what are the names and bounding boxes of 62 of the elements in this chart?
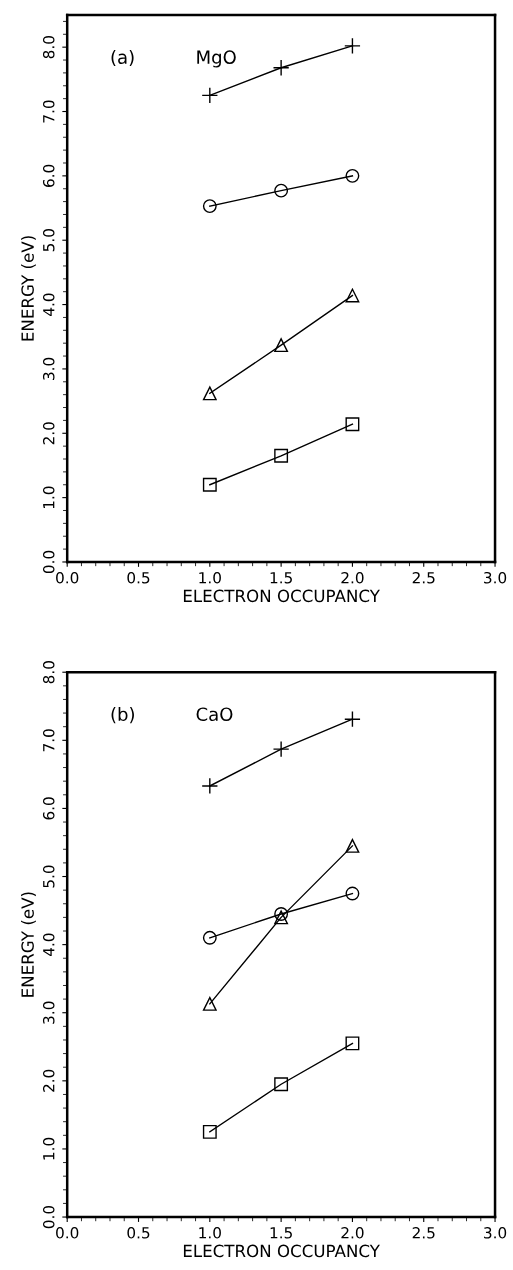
point [202, 1124, 217, 1139]
point [344, 37, 361, 55]
x-axis-title: ELECTRON OCCUPANCY [183, 1244, 380, 1258]
point [202, 199, 217, 214]
point [345, 838, 360, 853]
point [201, 87, 219, 104]
y-tick-label: 6.0 [42, 797, 55, 820]
annotation: (a) [111, 50, 134, 67]
y-tick-label: 3.0 [42, 357, 55, 380]
point [202, 477, 217, 492]
point [202, 386, 217, 401]
point [345, 168, 360, 183]
point [274, 907, 289, 921]
y-tick-label: 8.0 [42, 661, 55, 684]
annotation: CaO [196, 707, 233, 722]
y-tick-label: 2.0 [42, 422, 55, 445]
y-tick-label: 6.0 [42, 164, 55, 187]
y-tick-label: 5.0 [42, 229, 55, 252]
y-tick-label: 7.0 [42, 729, 55, 752]
y-tick-label: 5.0 [42, 865, 55, 888]
point [274, 448, 289, 463]
x-tick-label: 0.0 [56, 1227, 79, 1239]
point [345, 417, 360, 432]
y-tick-label: 1.0 [42, 1137, 55, 1160]
x-tick-label: 2.0 [341, 571, 364, 584]
x-tick-label: 0.5 [127, 571, 150, 584]
point [274, 910, 289, 925]
y-tick-label: 7.0 [42, 100, 55, 123]
x-tick-label: 0.0 [56, 571, 79, 584]
point [272, 59, 290, 77]
point [272, 740, 290, 758]
x-tick-label: 1.0 [199, 571, 221, 584]
point [274, 338, 289, 353]
x-tick-label: 2.5 [412, 571, 435, 584]
x-tick-label: 3.0 [484, 1227, 507, 1239]
x-tick-label: 2.5 [412, 1227, 435, 1239]
point [274, 183, 289, 198]
x-tick-label: 1.0 [199, 1227, 221, 1239]
y-axis-title: ENERGY (eV) [21, 236, 36, 341]
x-tick-label: 3.0 [484, 571, 507, 584]
point [345, 886, 360, 901]
x-tick-label: 1.5 [270, 572, 292, 584]
x-axis-title: ELECTRON OCCUPANCY [183, 589, 380, 603]
y-tick-label: 4.0 [42, 293, 55, 316]
point [202, 996, 217, 1011]
point [274, 1077, 289, 1092]
y-tick-label: 2.0 [42, 1069, 55, 1092]
x-tick-label: 2.0 [341, 1227, 364, 1239]
annotation: (b) [111, 707, 134, 724]
point [345, 1036, 360, 1051]
x-tick-label: 0.5 [127, 1227, 150, 1239]
y-tick-label: 4.0 [42, 933, 55, 957]
point [345, 288, 360, 303]
point [202, 930, 217, 945]
point [201, 777, 219, 795]
y-axis-title: ENERGY (eV) [21, 892, 36, 997]
y-tick-label: 8.0 [42, 36, 55, 59]
y-tick-label: 3.0 [42, 1001, 55, 1024]
y-tick-label: 1.0 [42, 486, 55, 509]
point [344, 710, 361, 728]
annotation: MgO [197, 50, 236, 68]
x-tick-label: 1.5 [270, 1227, 292, 1239]
